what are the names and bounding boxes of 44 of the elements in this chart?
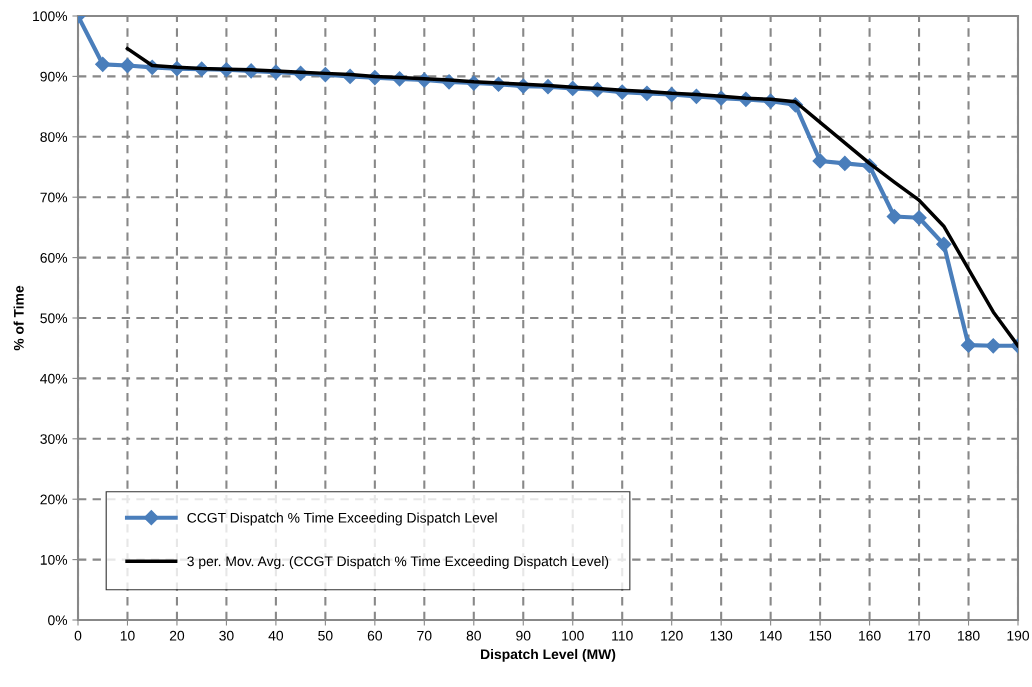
x-tick-label: 140 [760, 630, 782, 641]
x-tick-label: 170 [908, 630, 931, 641]
point [960, 337, 977, 353]
y-tick-label: 50% [40, 313, 68, 324]
y-tick-label: 0% [48, 615, 68, 626]
x-tick-label: 0 [74, 630, 82, 641]
y-tick-label: 60% [40, 252, 68, 263]
x-tick-label: 160 [859, 630, 881, 641]
y-tick-label: 40% [40, 373, 68, 384]
y-tick-label: 90% [40, 71, 68, 82]
point [95, 56, 111, 72]
y-tick-label: 20% [40, 494, 68, 505]
x-tick-label: 20 [169, 630, 185, 641]
legend-label: 3 per. Mov. Avg. (CCGT Dispatch % Time Exceeding Dispatch Level) [187, 556, 609, 569]
point [985, 338, 1001, 354]
x-tick-label: 190 [1007, 630, 1030, 641]
x-tick-label: 110 [612, 630, 633, 641]
point [837, 155, 853, 171]
point [119, 57, 136, 74]
x-tick-label: 90 [516, 630, 531, 641]
x-tick-label: 50 [318, 630, 333, 641]
x-tick-label: 180 [958, 630, 980, 641]
point [911, 210, 927, 226]
x-tick-label: 150 [809, 630, 832, 641]
x-tick-label: 100 [562, 630, 584, 641]
y-tick-label: 10% [40, 554, 68, 565]
x-tick-label: 130 [710, 630, 733, 641]
x-tick-label: 80 [466, 630, 481, 641]
y-tick-label: 70% [40, 192, 68, 203]
x-tick-label: 30 [219, 630, 234, 641]
x-tick-label: 10 [120, 630, 135, 641]
x-tick-label: 60 [367, 630, 383, 641]
point [812, 153, 828, 169]
x-tick-label: 40 [268, 630, 284, 641]
y-tick-label: 30% [40, 434, 68, 444]
legend-label: CCGT Dispatch % Time Exceeding Dispatch Level [187, 512, 497, 526]
point [936, 236, 952, 252]
y-tick-label: 100% [33, 11, 68, 22]
x-tick-label: 120 [661, 630, 683, 641]
y-tick-label: 80% [40, 132, 68, 142]
x-axis-title: Dispatch Level (MW) [481, 648, 616, 662]
point [886, 208, 902, 225]
x-tick-label: 70 [417, 630, 432, 641]
y-axis-title: % of Time [13, 285, 24, 351]
